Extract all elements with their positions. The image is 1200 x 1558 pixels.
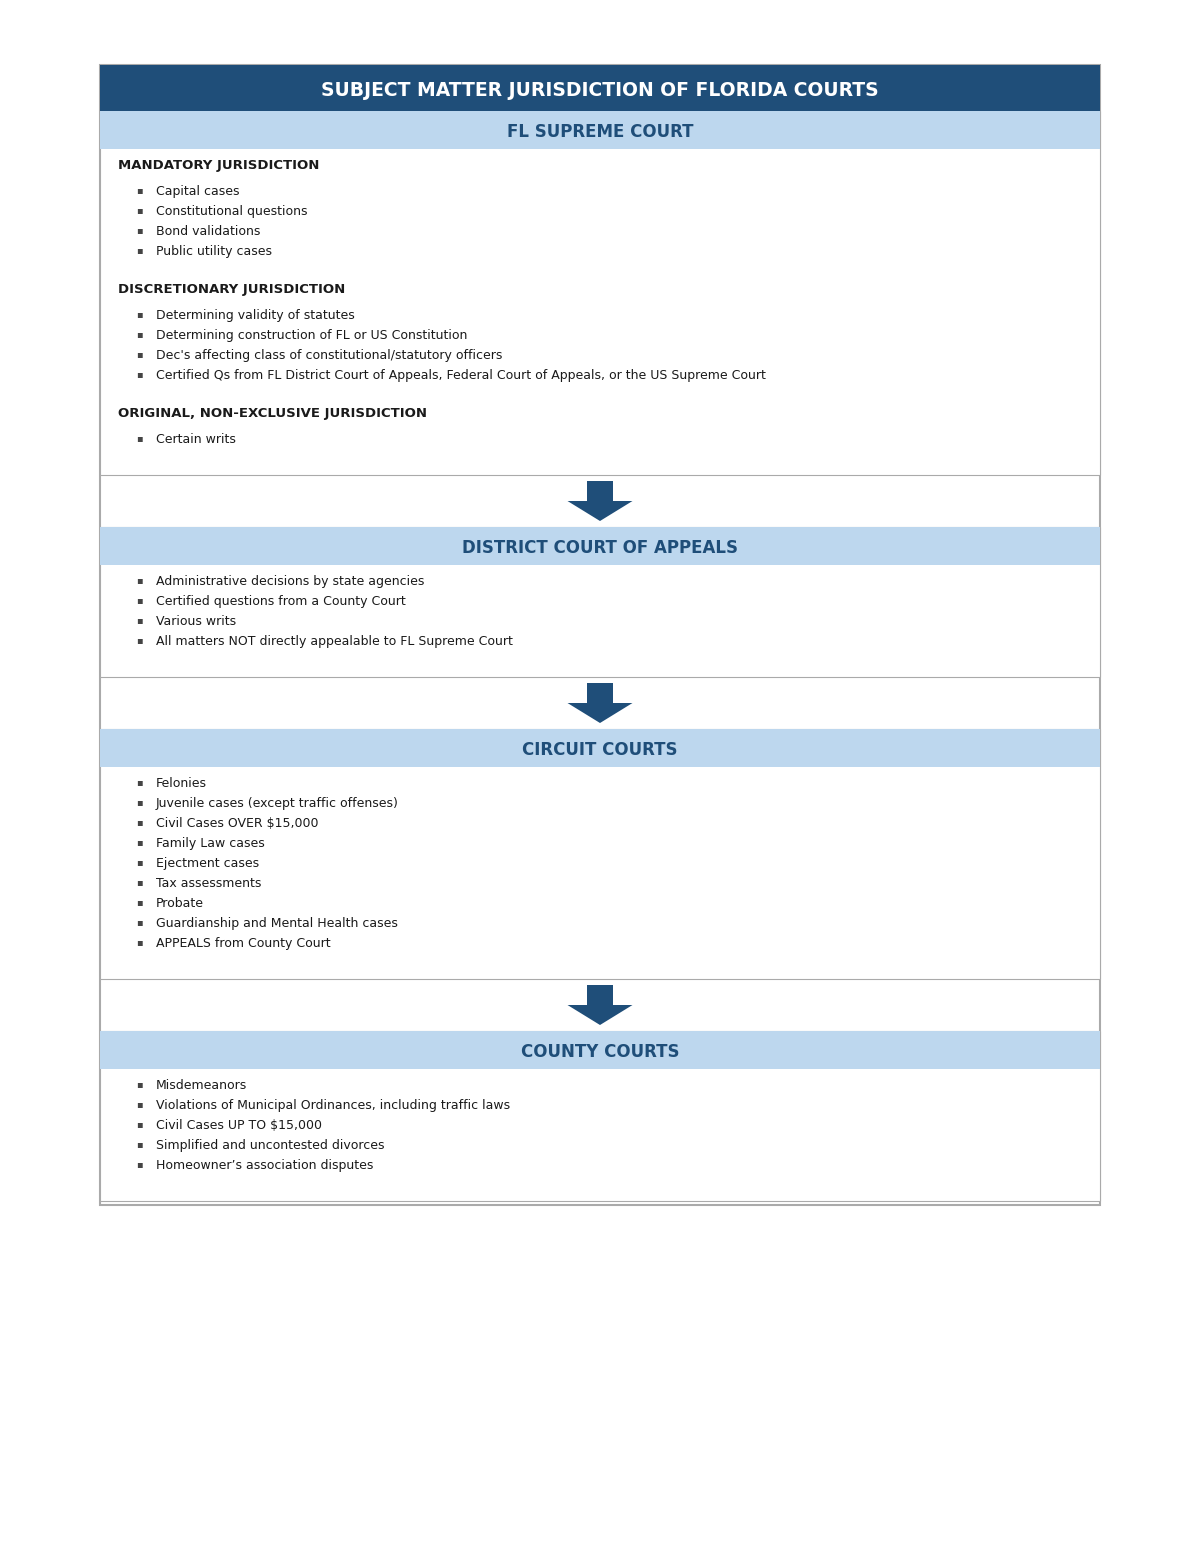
Bar [100, 65, 1100, 1204]
Text: Homeowner’s association disputes: Homeowner’s association disputes [156, 1159, 373, 1172]
Text: ▪: ▪ [136, 1159, 143, 1168]
Text: ▪: ▪ [136, 206, 143, 215]
Text: ▪: ▪ [136, 877, 143, 887]
Text: ▪: ▪ [136, 369, 143, 379]
Bar [100, 111, 1100, 475]
Text: COUNTY COURTS: COUNTY COURTS [521, 1042, 679, 1061]
Text: Felonies: Felonies [156, 777, 208, 790]
Text: Violations of Municipal Ordinances, including traffic laws: Violations of Municipal Ordinances, incl… [156, 1098, 510, 1112]
Text: Civil Cases UP TO $15,000: Civil Cases UP TO $15,000 [156, 1119, 322, 1133]
Text: Simplified and uncontested divorces: Simplified and uncontested divorces [156, 1139, 384, 1151]
Text: ▪: ▪ [136, 798, 143, 807]
Text: ▪: ▪ [136, 575, 143, 584]
Text: Guardianship and Mental Health cases: Guardianship and Mental Health cases [156, 918, 398, 930]
Bar [100, 729, 1100, 978]
Text: Capital cases: Capital cases [156, 185, 240, 198]
Text: ▪: ▪ [136, 837, 143, 848]
Bar [100, 1031, 1100, 1069]
Text: ▪: ▪ [136, 636, 143, 645]
Text: Dec's affecting class of constitutional/statutory officers: Dec's affecting class of constitutional/… [156, 349, 503, 361]
Text: ▪: ▪ [136, 1080, 143, 1089]
Text: All matters NOT directly appealable to FL Supreme Court: All matters NOT directly appealable to F… [156, 636, 512, 648]
Text: Civil Cases OVER $15,000: Civil Cases OVER $15,000 [156, 816, 318, 830]
Bar [100, 729, 1100, 767]
Text: ▪: ▪ [136, 777, 143, 787]
Text: Administrative decisions by state agencies: Administrative decisions by state agenci… [156, 575, 425, 587]
Bar [587, 481, 613, 502]
Text: ▪: ▪ [136, 857, 143, 866]
Text: ▪: ▪ [136, 245, 143, 256]
Text: ▪: ▪ [136, 816, 143, 827]
Text: ▪: ▪ [136, 1139, 143, 1148]
Bar [100, 65, 1100, 111]
Text: Public utility cases: Public utility cases [156, 245, 272, 259]
Text: ▪: ▪ [136, 185, 143, 195]
Text: ▪: ▪ [136, 918, 143, 927]
Bar [587, 985, 613, 1005]
Text: DISTRICT COURT OF APPEALS: DISTRICT COURT OF APPEALS [462, 539, 738, 558]
Bar [100, 527, 1100, 566]
Text: ORIGINAL, NON-EXCLUSIVE JURISDICTION: ORIGINAL, NON-EXCLUSIVE JURISDICTION [118, 407, 427, 421]
Text: SUBJECT MATTER JURISDICTION OF FLORIDA COURTS: SUBJECT MATTER JURISDICTION OF FLORIDA C… [322, 81, 878, 100]
Text: ▪: ▪ [136, 897, 143, 907]
Text: Ejectment cases: Ejectment cases [156, 857, 259, 869]
Text: Tax assessments: Tax assessments [156, 877, 262, 890]
Text: Bond validations: Bond validations [156, 224, 260, 238]
Text: Constitutional questions: Constitutional questions [156, 206, 307, 218]
Bar [100, 1031, 1100, 1201]
Text: Misdemeanors: Misdemeanors [156, 1080, 247, 1092]
Text: Juvenile cases (except traffic offenses): Juvenile cases (except traffic offenses) [156, 798, 398, 810]
Text: ▪: ▪ [136, 329, 143, 340]
Text: Certified Qs from FL District Court of Appeals, Federal Court of Appeals, or the: Certified Qs from FL District Court of A… [156, 369, 766, 382]
Text: Certain writs: Certain writs [156, 433, 236, 446]
Polygon shape [568, 1005, 632, 1025]
Text: Certified questions from a County Court: Certified questions from a County Court [156, 595, 406, 608]
Text: DISCRETIONARY JURISDICTION: DISCRETIONARY JURISDICTION [118, 284, 346, 296]
Text: MANDATORY JURISDICTION: MANDATORY JURISDICTION [118, 159, 319, 171]
Text: Determining validity of statutes: Determining validity of statutes [156, 308, 355, 323]
Text: Family Law cases: Family Law cases [156, 837, 265, 851]
Text: ▪: ▪ [136, 1098, 143, 1109]
Text: ▪: ▪ [136, 224, 143, 235]
Text: ▪: ▪ [136, 595, 143, 605]
Polygon shape [568, 502, 632, 520]
Polygon shape [568, 703, 632, 723]
Text: Probate: Probate [156, 897, 204, 910]
Text: ▪: ▪ [136, 349, 143, 358]
Text: ▪: ▪ [136, 308, 143, 319]
Text: Various writs: Various writs [156, 615, 236, 628]
Text: Determining construction of FL or US Constitution: Determining construction of FL or US Con… [156, 329, 467, 343]
Text: APPEALS from County Court: APPEALS from County Court [156, 936, 331, 950]
Text: ▪: ▪ [136, 1119, 143, 1130]
Bar [100, 111, 1100, 150]
Bar [100, 527, 1100, 678]
Text: CIRCUIT COURTS: CIRCUIT COURTS [522, 742, 678, 759]
Text: FL SUPREME COURT: FL SUPREME COURT [506, 123, 694, 142]
Text: ▪: ▪ [136, 936, 143, 947]
Text: ▪: ▪ [136, 615, 143, 625]
Bar [587, 682, 613, 703]
Text: ▪: ▪ [136, 433, 143, 442]
